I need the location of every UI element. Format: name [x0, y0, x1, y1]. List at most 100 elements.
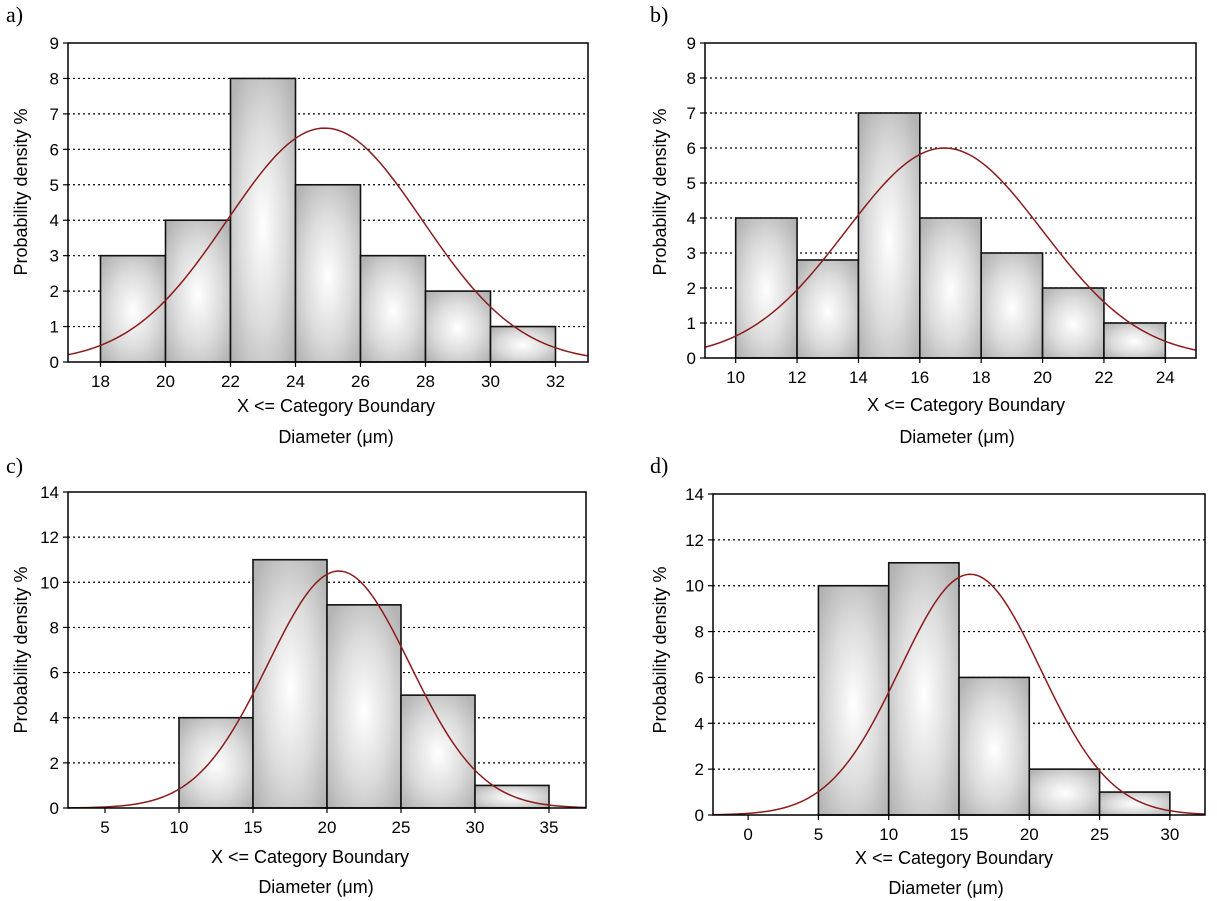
y-tick-label: 12 [685, 531, 704, 550]
histogram-bar [474, 784, 550, 809]
panel-d: d) Probability density % X <= Category B… [650, 453, 1206, 898]
y-tick-label: 5 [687, 174, 696, 193]
x-axis-title: X <= Category Boundary [855, 848, 1053, 868]
y-tick-label: 4 [50, 709, 59, 728]
histogram-bar [1041, 287, 1105, 359]
y-axis-title: Probability density % [11, 566, 31, 733]
x-axis-subtitle: Diameter (μm) [899, 427, 1014, 447]
x-tick-label: 24 [286, 372, 305, 391]
histogram-bar [980, 252, 1044, 359]
x-axis-subtitle: Diameter (μm) [258, 877, 373, 897]
y-axis-title: Probability density % [11, 108, 31, 275]
y-tick-label: 2 [687, 279, 696, 298]
y-tick-label: 2 [695, 760, 704, 779]
x-tick-label: 20 [318, 818, 337, 837]
x-tick-label: 20 [1033, 368, 1052, 387]
y-tick-label: 0 [695, 806, 704, 825]
x-tick-label: 12 [788, 368, 807, 387]
x-tick-label: 15 [950, 825, 969, 844]
x-tick-label: 22 [1094, 368, 1113, 387]
x-tick-label: 10 [726, 368, 745, 387]
panel-b: b) Probability density % X <= Category B… [650, 2, 1197, 447]
y-tick-label: 5 [50, 176, 59, 195]
x-tick-label: 18 [972, 368, 991, 387]
x-axis-subtitle: Diameter (μm) [888, 878, 1003, 898]
histogram-bar [734, 217, 798, 359]
x-tick-label: 20 [156, 372, 175, 391]
x-axis-title: X <= Category Boundary [867, 395, 1065, 415]
y-tick-label: 14 [40, 483, 59, 502]
y-tick-label: 12 [40, 528, 59, 547]
y-tick-label: 6 [687, 139, 696, 158]
x-tick-label: 32 [546, 372, 565, 391]
x-tick-label: 10 [170, 818, 189, 837]
x-tick-label: 35 [540, 818, 559, 837]
y-tick-label: 4 [687, 209, 696, 228]
histogram-bar [958, 676, 1031, 816]
x-tick-label: 26 [351, 372, 370, 391]
y-tick-label: 9 [50, 34, 59, 53]
y-tick-label: 4 [50, 211, 59, 230]
panel-label: c) [6, 453, 23, 478]
y-tick-label: 8 [50, 69, 59, 88]
y-tick-label: 8 [50, 618, 59, 637]
histogram-bar [252, 558, 328, 809]
x-axis-subtitle: Diameter (μm) [278, 427, 393, 447]
x-tick-label: 0 [743, 825, 752, 844]
y-tick-label: 3 [50, 247, 59, 266]
y-tick-label: 8 [695, 623, 704, 642]
histogram-bar [164, 219, 232, 363]
y-tick-label: 1 [50, 318, 59, 337]
y-tick-label: 7 [687, 104, 696, 123]
normal-fit-curve [712, 573, 1206, 816]
y-axis-title: Probability density % [650, 566, 670, 733]
y-axis-title: Probability density % [650, 108, 670, 275]
x-tick-label: 14 [849, 368, 868, 387]
plot-area: 0 2 4 6 8 10 12 14 5 10 15 20 25 30 35 [40, 483, 587, 837]
y-tick-label: 8 [687, 69, 696, 88]
panel-c: c) Probability density % X <= Category B… [6, 453, 587, 897]
x-tick-label: 5 [100, 818, 109, 837]
normal-fit-curve [704, 147, 1197, 351]
x-tick-label: 30 [1160, 825, 1179, 844]
y-tick-label: 6 [50, 140, 59, 159]
histogram-bar [887, 561, 960, 816]
histogram-bar [1098, 791, 1171, 816]
x-tick-label: 30 [466, 818, 485, 837]
y-tick-label: 6 [695, 668, 704, 687]
histogram-bar [424, 290, 492, 363]
plot-area: 0 2 4 6 8 10 12 14 0 5 10 15 20 25 30 [685, 485, 1206, 844]
normal-fit-curve [67, 570, 587, 809]
y-tick-label: 7 [50, 105, 59, 124]
histogram-bar [99, 254, 167, 363]
histogram-bar [817, 584, 890, 816]
plot-area: 0 1 2 3 4 5 6 7 8 9 18 20 22 24 26 28 30 32 [50, 34, 589, 391]
plot-frame [704, 42, 1197, 359]
y-tick-label: 2 [50, 282, 59, 301]
panel-label: a) [6, 2, 23, 27]
x-tick-label: 15 [244, 818, 263, 837]
panel-a: a) Probability density % X <= Category B… [6, 2, 589, 447]
x-tick-label: 25 [1090, 825, 1109, 844]
histogram-bar [178, 716, 254, 809]
x-tick-label: 20 [1020, 825, 1039, 844]
y-tick-label: 3 [687, 244, 696, 263]
y-tick-label: 4 [695, 714, 704, 733]
histogram-bar [294, 183, 362, 363]
x-tick-label: 28 [416, 372, 435, 391]
histogram-bar [857, 112, 921, 359]
x-tick-label: 5 [814, 825, 823, 844]
y-tick-label: 10 [40, 573, 59, 592]
y-tick-label: 0 [687, 349, 696, 368]
histogram-bar [229, 77, 297, 363]
panel-label: d) [650, 453, 668, 478]
histogram-bar [1028, 768, 1101, 816]
x-tick-label: 18 [91, 372, 110, 391]
histogram-bar [359, 254, 427, 363]
x-tick-label: 10 [879, 825, 898, 844]
normal-fit-curve [67, 127, 589, 357]
x-axis-title: X <= Category Boundary [237, 396, 435, 416]
panel-label: b) [650, 2, 668, 27]
histogram-bar [1103, 322, 1167, 359]
